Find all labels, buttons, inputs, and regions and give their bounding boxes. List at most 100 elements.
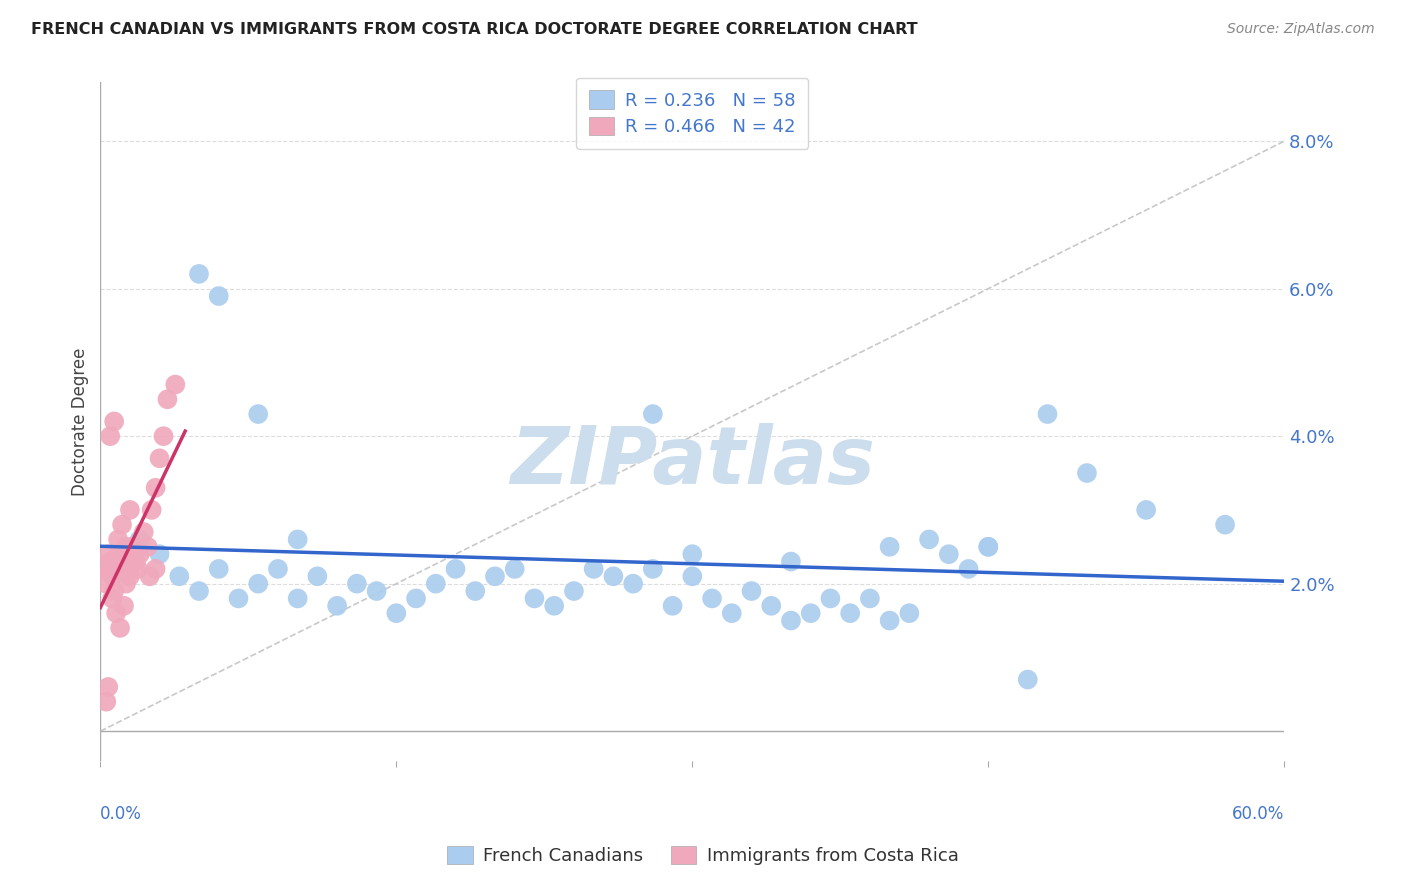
Point	[741, 584, 763, 599]
Point	[107, 547, 129, 561]
Point	[105, 606, 128, 620]
Point	[761, 599, 783, 613]
Point	[681, 547, 703, 561]
Point	[148, 547, 170, 561]
Point	[287, 591, 309, 606]
Text: FRENCH CANADIAN VS IMMIGRANTS FROM COSTA RICA DOCTORATE DEGREE CORRELATION CHART: FRENCH CANADIAN VS IMMIGRANTS FROM COSTA…	[31, 22, 918, 37]
Point	[97, 680, 120, 694]
Point	[115, 540, 138, 554]
Point	[405, 591, 427, 606]
Point	[145, 562, 167, 576]
Point	[602, 569, 624, 583]
Point	[267, 562, 290, 576]
Point	[720, 606, 742, 620]
Point	[152, 429, 174, 443]
Point	[128, 533, 150, 547]
Point	[582, 562, 605, 576]
Point	[898, 606, 921, 620]
Point	[145, 481, 167, 495]
Point	[523, 591, 546, 606]
Point	[957, 562, 980, 576]
Point	[156, 392, 179, 407]
Point	[366, 584, 388, 599]
Point	[641, 407, 664, 421]
Point	[118, 503, 141, 517]
Point	[103, 584, 125, 599]
Point	[879, 614, 901, 628]
Point	[138, 569, 160, 583]
Point	[1135, 503, 1157, 517]
Point	[681, 569, 703, 583]
Point	[1036, 407, 1059, 421]
Point	[800, 606, 823, 620]
Point	[97, 562, 120, 576]
Point	[346, 576, 368, 591]
Text: Source: ZipAtlas.com: Source: ZipAtlas.com	[1227, 22, 1375, 37]
Point	[101, 569, 124, 583]
Point	[484, 569, 506, 583]
Point	[562, 584, 585, 599]
Point	[127, 562, 149, 576]
Y-axis label: Doctorate Degree: Doctorate Degree	[72, 347, 89, 496]
Point	[780, 614, 803, 628]
Point	[148, 451, 170, 466]
Point	[700, 591, 723, 606]
Point	[859, 591, 882, 606]
Point	[97, 547, 120, 561]
Point	[444, 562, 467, 576]
Point	[464, 584, 486, 599]
Point	[780, 555, 803, 569]
Point	[661, 599, 683, 613]
Point	[112, 599, 135, 613]
Point	[326, 599, 349, 613]
Point	[977, 540, 1000, 554]
Point	[307, 569, 329, 583]
Point	[103, 414, 125, 428]
Point	[208, 289, 231, 303]
Point	[247, 407, 270, 421]
Point	[918, 533, 941, 547]
Point	[385, 606, 408, 620]
Point	[425, 576, 447, 591]
Text: 60.0%: 60.0%	[1232, 805, 1284, 823]
Legend: R = 0.236   N = 58, R = 0.466   N = 42: R = 0.236 N = 58, R = 0.466 N = 42	[576, 78, 808, 149]
Text: ZIPatlas: ZIPatlas	[510, 423, 875, 501]
Point	[621, 576, 644, 591]
Point	[641, 562, 664, 576]
Point	[820, 591, 842, 606]
Point	[108, 621, 131, 635]
Point	[117, 555, 139, 569]
Point	[96, 695, 118, 709]
Point	[98, 429, 121, 443]
Point	[879, 540, 901, 554]
Point	[101, 591, 124, 606]
Point	[839, 606, 862, 620]
Point	[208, 562, 231, 576]
Point	[121, 540, 143, 554]
Point	[98, 555, 121, 569]
Point	[247, 576, 270, 591]
Point	[122, 547, 145, 561]
Point	[115, 576, 138, 591]
Point	[188, 267, 211, 281]
Point	[118, 569, 141, 583]
Point	[105, 562, 128, 576]
Point	[96, 562, 118, 576]
Point	[938, 547, 960, 561]
Text: 0.0%: 0.0%	[100, 805, 142, 823]
Legend: French Canadians, Immigrants from Costa Rica: French Canadians, Immigrants from Costa …	[440, 838, 966, 872]
Point	[1017, 673, 1039, 687]
Point	[287, 533, 309, 547]
Point	[165, 377, 187, 392]
Point	[1076, 466, 1098, 480]
Point	[132, 524, 155, 539]
Point	[169, 569, 191, 583]
Point	[108, 562, 131, 576]
Point	[136, 540, 159, 554]
Point	[228, 591, 250, 606]
Point	[125, 555, 148, 569]
Point	[1213, 517, 1236, 532]
Point	[977, 540, 1000, 554]
Point	[188, 584, 211, 599]
Point	[543, 599, 565, 613]
